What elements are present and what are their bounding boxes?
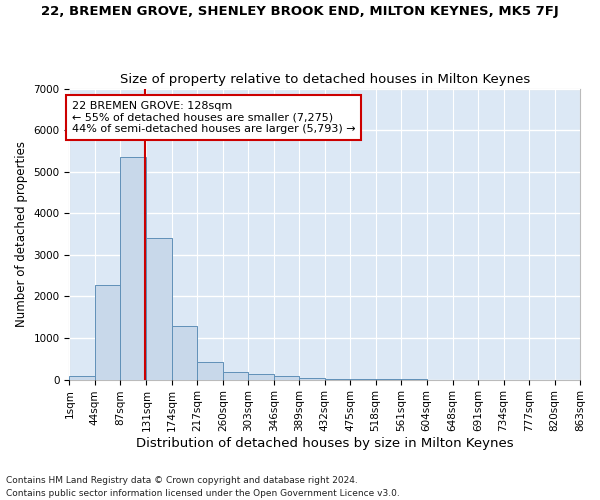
Bar — [95, 285, 121, 380]
Bar — [299, 378, 325, 380]
Y-axis label: Number of detached properties: Number of detached properties — [15, 141, 28, 327]
X-axis label: Distribution of detached houses by size in Milton Keynes: Distribution of detached houses by size … — [136, 437, 514, 450]
Bar — [172, 326, 197, 380]
Bar — [248, 374, 274, 380]
Title: Size of property relative to detached houses in Milton Keynes: Size of property relative to detached ho… — [119, 73, 530, 86]
Bar — [197, 362, 223, 380]
Text: 22, BREMEN GROVE, SHENLEY BROOK END, MILTON KEYNES, MK5 7FJ: 22, BREMEN GROVE, SHENLEY BROOK END, MIL… — [41, 5, 559, 18]
Bar — [70, 376, 95, 380]
Text: Contains HM Land Registry data © Crown copyright and database right 2024.
Contai: Contains HM Land Registry data © Crown c… — [6, 476, 400, 498]
Bar — [325, 379, 350, 380]
Bar — [146, 238, 172, 380]
Bar — [274, 376, 299, 380]
Bar — [223, 372, 248, 380]
Text: 22 BREMEN GROVE: 128sqm
← 55% of detached houses are smaller (7,275)
44% of semi: 22 BREMEN GROVE: 128sqm ← 55% of detache… — [72, 101, 355, 134]
Bar — [121, 157, 146, 380]
